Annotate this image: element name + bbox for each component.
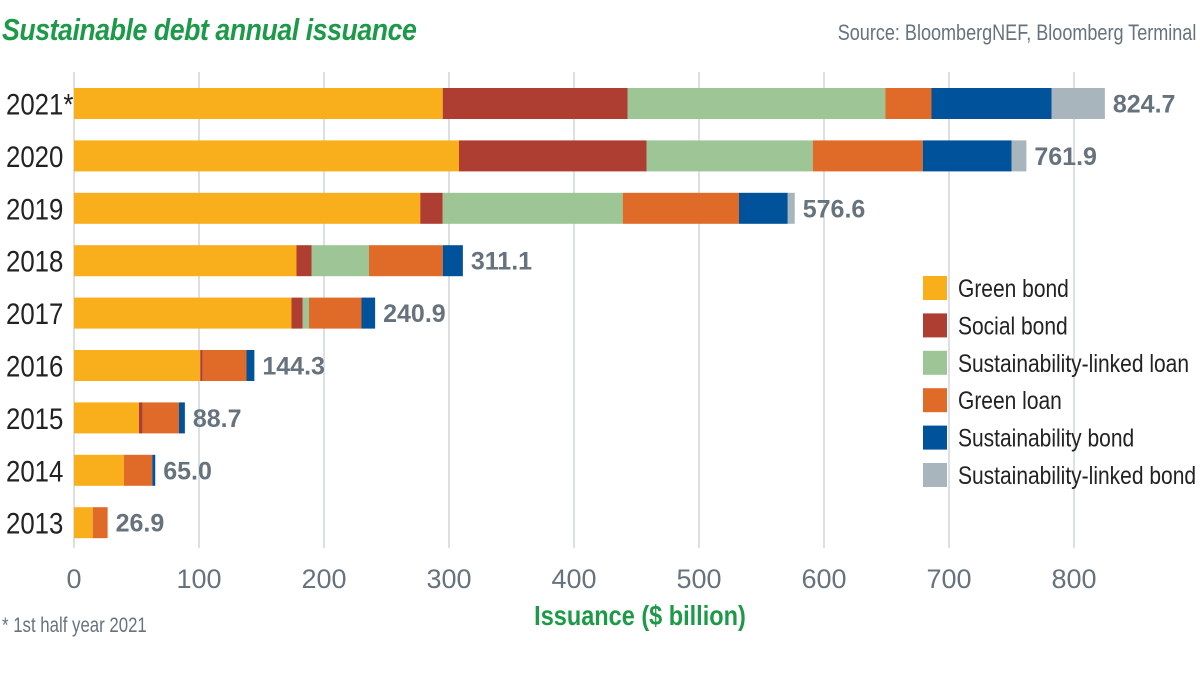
bar-segment-sustainability-bond — [922, 140, 1012, 172]
bar-segment-sustainability-linked-loan — [311, 245, 369, 277]
bar-segment-green-bond — [74, 507, 93, 539]
bar-segment-sustainability-bond — [931, 88, 1052, 119]
y-tick-label: 2019 — [6, 192, 63, 225]
legend-swatch — [923, 463, 947, 487]
x-tick-label: 300 — [426, 564, 471, 594]
legend: Green bond Social bond Sustainability-link… — [923, 274, 1196, 489]
bar-segment-sustainability-linked-loan — [646, 140, 813, 172]
y-tick-label: 2016 — [6, 350, 63, 383]
bar-segment-green-bond — [74, 402, 139, 434]
bar-segment-sustainability-linked-bond — [787, 192, 795, 224]
bar-segment-sustainability-bond — [246, 350, 255, 381]
bar-segment-green-loan — [142, 402, 179, 434]
bars — [74, 88, 1105, 539]
bar-segment-green-bond — [74, 297, 292, 329]
x-axis-title: Issuance ($ billion) — [534, 601, 746, 631]
bar-segment-green-loan — [124, 454, 153, 486]
x-tick-label: 800 — [1051, 564, 1096, 594]
bar-segment-sustainability-bond — [442, 245, 463, 277]
bar-segment-sustainability-linked-loan — [442, 192, 623, 224]
legend-swatch — [923, 350, 947, 375]
total-label: 240.9 — [383, 300, 446, 328]
bar-segment-green-loan — [202, 350, 247, 381]
legend-label: Sustainability-linked bond — [958, 461, 1196, 489]
total-label: 144.3 — [262, 353, 325, 381]
total-label: 26.9 — [116, 510, 165, 538]
x-tick-label: 700 — [926, 564, 971, 594]
bar-segment-social-bond — [296, 245, 312, 277]
total-labels: 824.7 761.9 576.6 311.1 240.9 144.3 88.7 65.0 26… — [116, 91, 1176, 538]
chart-title: Sustainable debt annual issuance — [2, 12, 417, 47]
bar-segment-green-bond — [74, 454, 124, 486]
total-label: 311.1 — [471, 248, 532, 276]
total-label: 88.7 — [193, 405, 242, 433]
legend-label: Green loan — [958, 386, 1062, 414]
legend-label: Social bond — [958, 312, 1068, 340]
bar-segment-sustainability-bond — [739, 192, 788, 224]
bar-segment-green-bond — [74, 350, 201, 381]
bar-segment-green-loan — [885, 88, 932, 119]
legend-swatch — [923, 425, 947, 450]
bar-segment-sustainability-linked-bond — [1051, 88, 1105, 119]
y-tick-label: 2017 — [6, 297, 63, 330]
bar-segment-social-bond — [459, 140, 647, 172]
total-label: 824.7 — [1113, 91, 1176, 119]
y-tick-label: 2014 — [6, 454, 63, 487]
footnote: * 1st half year 2021 — [2, 614, 147, 637]
bar-segment-sustainability-linked-loan — [302, 297, 309, 329]
bar-segment-green-loan — [369, 245, 443, 277]
bar-segment-green-bond — [74, 88, 443, 119]
total-label: 761.9 — [1034, 143, 1097, 171]
bar-segment-sustainability-linked-bond — [1011, 140, 1027, 172]
bar-segment-social-bond — [420, 192, 443, 224]
x-tick-label: 600 — [801, 564, 846, 594]
y-axis-labels: 2021* 2020 2019 2018 2017 2016 2015 2014 2013 — [6, 88, 74, 540]
bar-segment-sustainability-linked-loan — [627, 88, 886, 119]
bar-segment-green-bond — [74, 140, 459, 172]
legend-swatch — [923, 388, 947, 413]
y-tick-label: 2020 — [6, 140, 63, 173]
bar-segment-green-loan — [309, 297, 362, 329]
x-tick-label: 100 — [176, 564, 221, 594]
legend-swatch — [923, 276, 947, 300]
bar-segment-social-bond — [442, 88, 628, 119]
bar-segment-sustainability-bond — [361, 297, 376, 329]
bar-segment-green-bond — [74, 192, 421, 224]
x-tick-label: 200 — [301, 564, 346, 594]
bar-segment-sustainability-bond — [152, 454, 156, 486]
bar-segment-green-loan — [622, 192, 739, 224]
x-tick-label: 0 — [66, 564, 81, 594]
legend-label: Green bond — [958, 274, 1069, 302]
y-tick-label: 2021* — [6, 88, 74, 121]
y-tick-label: 2013 — [6, 507, 63, 540]
legend-label: Sustainability bond — [958, 424, 1134, 452]
y-tick-label: 2018 — [6, 245, 63, 278]
bar-segment-social-bond — [200, 350, 203, 381]
x-tick-label: 500 — [676, 564, 721, 594]
total-label: 65.0 — [163, 457, 212, 485]
legend-swatch — [923, 313, 947, 338]
bar-segment-social-bond — [291, 297, 303, 329]
bar-segment-sustainability-bond — [179, 402, 185, 434]
bar-segment-green-loan — [92, 507, 108, 539]
bar-segment-green-loan — [812, 140, 923, 172]
total-label: 576.6 — [803, 195, 866, 223]
x-axis-labels: 0 100 200 300 400 500 600 700 800 — [66, 564, 1096, 594]
y-tick-label: 2015 — [6, 402, 63, 435]
bar-segment-social-bond — [139, 402, 143, 434]
x-tick-label: 400 — [551, 564, 596, 594]
source-note: Source: BloombergNEF, Bloomberg Terminal — [837, 20, 1196, 45]
bar-segment-green-bond — [74, 245, 297, 277]
legend-label: Sustainability-linked loan — [958, 349, 1189, 377]
